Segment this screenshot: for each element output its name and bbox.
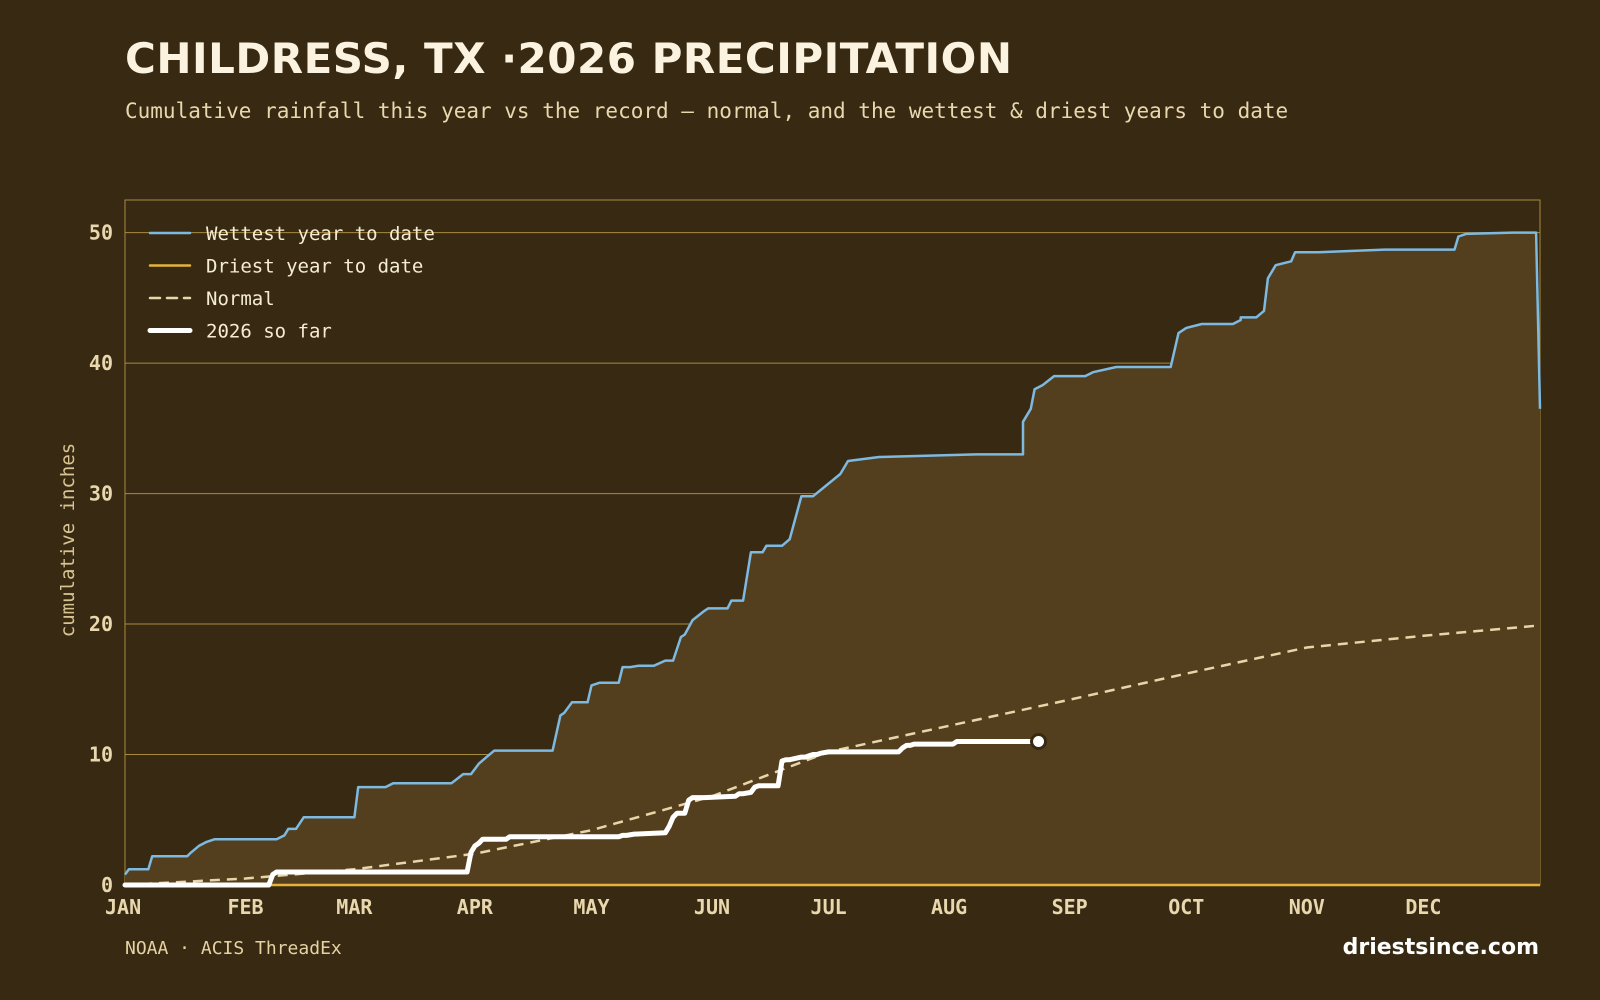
legend-label: Wettest year to date bbox=[206, 223, 435, 245]
wettest-line bbox=[123, 231, 1542, 876]
line-layer bbox=[122, 231, 1542, 888]
legend-label: Driest year to date bbox=[206, 256, 423, 278]
area-layer bbox=[125, 232, 1540, 886]
y-tick-label: 10 bbox=[89, 743, 113, 767]
legend: Wettest year to date Driest year to date N… bbox=[147, 223, 435, 343]
y-axis-label: cumulative inches bbox=[57, 443, 79, 637]
x-tick-label: MAY bbox=[573, 895, 609, 919]
x-tick-label: JUL bbox=[811, 895, 847, 919]
x-tick-label: SEP bbox=[1052, 895, 1088, 919]
x-tick-label: JAN bbox=[105, 895, 141, 919]
record-range-band bbox=[125, 232, 1540, 886]
page-subtitle: Cumulative rainfall this year vs the rec… bbox=[125, 99, 1289, 123]
x-tick-label: MAR bbox=[336, 895, 373, 919]
legend-label: 2026 so far bbox=[206, 321, 332, 343]
x-tick-label: JUN bbox=[694, 895, 730, 919]
x-tick-label: AUG bbox=[931, 895, 967, 919]
x-tick-label: DEC bbox=[1405, 895, 1441, 919]
source-credit: NOAA · ACIS ThreadEx bbox=[125, 938, 342, 959]
legend-label: Normal bbox=[206, 288, 275, 310]
axis-layer: 0 10 20 30 40 50 JAN FEB MAR APR MAY JUN JUL AUG SEP OC… bbox=[89, 221, 1442, 919]
x-tick-label: NOV bbox=[1289, 895, 1325, 919]
x-tick-label: FEB bbox=[227, 895, 263, 919]
current-year-marker bbox=[1030, 732, 1048, 750]
y-tick-label: 30 bbox=[89, 482, 113, 506]
y-tick-label: 0 bbox=[101, 873, 113, 897]
y-tick-label: 40 bbox=[89, 351, 113, 375]
x-tick-label: OCT bbox=[1168, 895, 1204, 919]
y-tick-label: 20 bbox=[89, 612, 113, 636]
brand-link[interactable]: driestsince.com bbox=[1342, 935, 1539, 960]
page-title: CHILDRESS, TX ·2026 PRECIPITATION bbox=[125, 34, 1013, 83]
x-tick-label: APR bbox=[457, 895, 494, 919]
current-year-line bbox=[122, 739, 1041, 888]
y-tick-label: 50 bbox=[89, 221, 113, 245]
